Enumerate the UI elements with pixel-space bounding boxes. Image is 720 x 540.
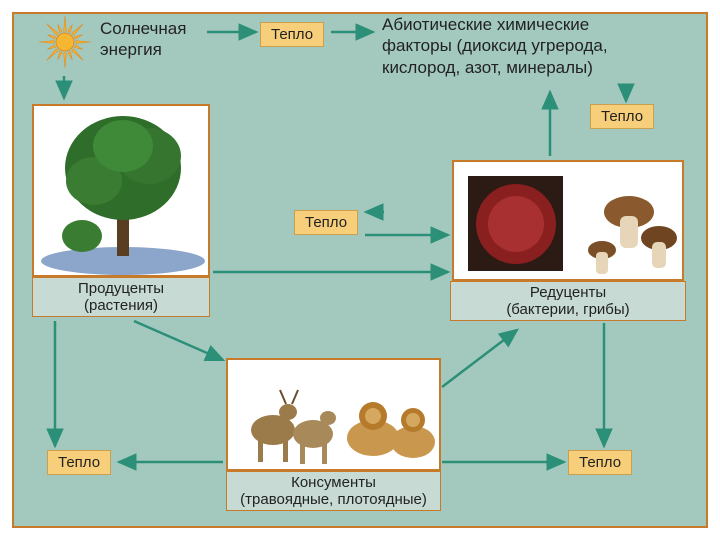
decomposers-caption: Редуценты (бактерии, грибы) bbox=[450, 281, 686, 321]
tree-icon bbox=[34, 106, 210, 277]
heat-badge-top: Тепло bbox=[260, 22, 324, 47]
producers-caption: Продуценты (растения) bbox=[32, 277, 210, 317]
decomposers-image-frame bbox=[452, 160, 684, 281]
heat-badge-right: Тепло bbox=[590, 104, 654, 129]
producers-subtitle: (растения) bbox=[33, 297, 209, 314]
consumers-image-frame bbox=[226, 358, 441, 471]
producers-image-frame bbox=[32, 104, 210, 277]
sun-icon bbox=[37, 14, 93, 70]
consumers-subtitle: (травоядные, плотоядные) bbox=[227, 491, 440, 508]
consumers-title: Консументы bbox=[227, 474, 440, 491]
heat-badge-bottom-left: Тепло bbox=[47, 450, 111, 475]
producers-title: Продуценты bbox=[33, 280, 209, 297]
consumers-icon bbox=[228, 360, 441, 471]
sun-energy-label: Солнечная энергия bbox=[100, 18, 186, 61]
decomposers-subtitle: (бактерии, грибы) bbox=[451, 301, 685, 318]
heat-badge-bottom-right: Тепло bbox=[568, 450, 632, 475]
abiotic-factors-label: Абиотические химические факторы (диоксид… bbox=[382, 14, 696, 78]
decomposers-title: Редуценты bbox=[451, 284, 685, 301]
consumers-caption: Консументы (травоядные, плотоядные) bbox=[226, 471, 441, 511]
heat-badge-middle: Тепло bbox=[294, 210, 358, 235]
decomposers-icon bbox=[454, 162, 684, 281]
